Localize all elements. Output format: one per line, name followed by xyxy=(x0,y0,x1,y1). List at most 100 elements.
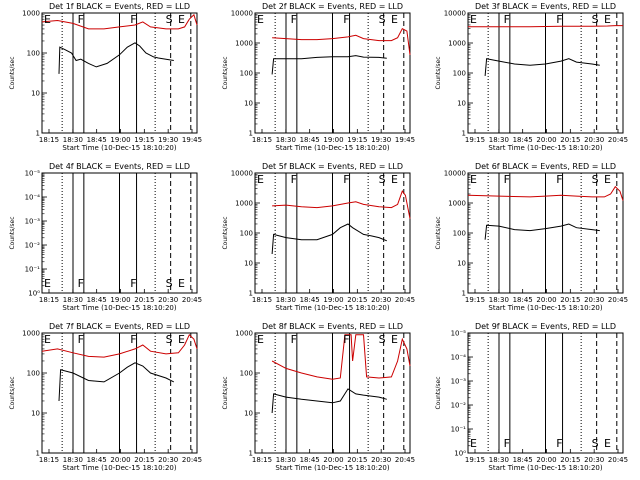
event-marker-label: F xyxy=(78,13,84,26)
x-tick-label: 18:45 xyxy=(87,296,107,304)
x-tick-label: 20:45 xyxy=(182,456,202,464)
y-tick-label: 100 xyxy=(240,230,253,238)
y-tick-label: 10⁰ xyxy=(454,450,466,458)
y-tick-label: 10⁻² xyxy=(451,402,467,410)
y-tick-label: 1 xyxy=(249,290,253,298)
x-tick-label: 19:15 xyxy=(465,456,485,464)
event-marker-label: E xyxy=(604,13,611,26)
x-tick-label: 19:15 xyxy=(465,136,485,144)
event-marker-label: F xyxy=(130,333,136,346)
x-tick-label: 20:00 xyxy=(323,456,343,464)
x-tick-label: 20:15 xyxy=(560,456,580,464)
event-marker-label: E xyxy=(257,173,264,186)
event-marker-label: F xyxy=(556,173,562,186)
x-tick-label: 18:30 xyxy=(489,456,509,464)
event-marker-label: S xyxy=(592,173,599,186)
chart-panel-2: Det 2f BLACK = Events, RED = LLD 1 10 100 10… xyxy=(222,2,415,152)
x-tick-label: 18:45 xyxy=(300,296,320,304)
x-tick-label: 20:00 xyxy=(110,456,130,464)
event-marker-label: F xyxy=(78,277,84,290)
event-marker-label: F xyxy=(130,277,136,290)
events-series-line xyxy=(484,58,600,76)
lld-series-line xyxy=(41,333,198,358)
lld-series-line xyxy=(468,25,623,28)
x-tick-label: 20:45 xyxy=(608,456,628,464)
x-axis-label: Start Time (10-Dec-15 18:10:20) xyxy=(488,304,602,312)
event-marker-label: F xyxy=(343,173,349,186)
x-tick-label: 19:45 xyxy=(182,136,202,144)
y-tick-label: 1000 xyxy=(22,330,40,338)
x-tick-label: 18:30 xyxy=(489,136,509,144)
y-tick-label: 10⁻² xyxy=(25,242,41,250)
x-tick-label: 20:45 xyxy=(395,296,415,304)
lld-series-line xyxy=(467,185,624,201)
y-tick-label: 1000 xyxy=(448,200,466,208)
event-marker-label: E xyxy=(604,173,611,186)
y-tick-label: 10 xyxy=(457,260,466,268)
y-axis-label: Counts/sec xyxy=(222,216,229,249)
event-marker-label: E xyxy=(470,437,477,450)
y-tick-label: 10000 xyxy=(231,170,253,178)
panel-title: Det 1f BLACK = Events, RED = LLD xyxy=(49,2,190,11)
y-tick-label: 1 xyxy=(462,130,466,138)
x-tick-label: 19:30 xyxy=(158,136,178,144)
y-tick-label: 100 xyxy=(453,230,466,238)
event-marker-label: F xyxy=(291,173,297,186)
y-tick-label: 10⁻⁵ xyxy=(25,170,41,178)
panel-title: Det 8f BLACK = Events, RED = LLD xyxy=(262,322,403,331)
y-tick-label: 10000 xyxy=(444,10,466,18)
x-tick-label: 18:30 xyxy=(276,456,296,464)
y-tick-label: 1 xyxy=(36,130,40,138)
x-tick-label: 20:15 xyxy=(347,456,367,464)
y-tick-label: 10 xyxy=(31,90,40,98)
x-tick-label: 20:15 xyxy=(347,296,367,304)
x-tick-label: 20:30 xyxy=(584,136,604,144)
x-tick-label: 19:30 xyxy=(371,136,391,144)
x-tick-label: 20:00 xyxy=(536,296,556,304)
x-tick-label: 19:00 xyxy=(323,136,343,144)
events-series-line xyxy=(58,42,174,74)
x-tick-label: 18:45 xyxy=(300,456,320,464)
event-marker-label: S xyxy=(592,13,599,26)
event-marker-label: E xyxy=(257,333,264,346)
y-axis-label: Counts/sec xyxy=(9,216,16,249)
y-tick-label: 1000 xyxy=(235,40,253,48)
lld-series-line xyxy=(271,334,411,380)
y-tick-label: 10⁻⁴ xyxy=(451,354,467,362)
x-axis-label: Start Time (10-Dec-15 18:10:20) xyxy=(62,464,176,472)
event-marker-label: F xyxy=(504,13,510,26)
y-tick-label: 1000 xyxy=(235,330,253,338)
event-marker-label: F xyxy=(343,13,349,26)
x-tick-label: 18:30 xyxy=(489,296,509,304)
x-axis-label: Start Time (10-Dec-15 18:10:20) xyxy=(275,464,389,472)
chart-panel-8: Det 8f BLACK = Events, RED = LLD 1 10 100 10… xyxy=(222,322,415,472)
chart-panel-3: Det 3f BLACK = Events, RED = LLD 1 10 100 10… xyxy=(435,2,628,152)
chart-panel-7: Det 7f BLACK = Events, RED = LLD 1 10 100 10… xyxy=(9,322,202,472)
events-series-line xyxy=(271,223,387,255)
y-tick-label: 1 xyxy=(36,450,40,458)
y-tick-label: 10000 xyxy=(444,170,466,178)
x-axis-label: Start Time (10-Dec-15 18:10:20) xyxy=(488,464,602,472)
x-axis-label: Start Time (10-Dec-15 18:10:20) xyxy=(275,144,389,152)
event-marker-label: F xyxy=(556,437,562,450)
x-axis-label: Start Time (10-Dec-15 18:10:20) xyxy=(62,144,176,152)
x-tick-label: 20:30 xyxy=(371,296,391,304)
event-marker-label: E xyxy=(391,173,398,186)
event-marker-label: F xyxy=(343,333,349,346)
y-tick-label: 10⁰ xyxy=(28,290,40,298)
y-tick-label: 100 xyxy=(240,370,253,378)
x-tick-label: 20:30 xyxy=(158,456,178,464)
event-marker-label: E xyxy=(178,333,185,346)
panel-title: Det 3f BLACK = Events, RED = LLD xyxy=(475,2,616,11)
x-axis-label: Start Time (10-Dec-15 18:10:20) xyxy=(62,304,176,312)
events-series-line xyxy=(271,55,387,75)
event-marker-label: S xyxy=(592,437,599,450)
event-marker-label: E xyxy=(257,13,264,26)
x-tick-label: 18:45 xyxy=(513,136,533,144)
y-axis-label: Counts/sec xyxy=(435,376,442,409)
panel-title: Det 2f BLACK = Events, RED = LLD xyxy=(262,2,403,11)
event-marker-label: F xyxy=(291,13,297,26)
x-tick-label: 20:00 xyxy=(536,136,556,144)
x-tick-label: 19:45 xyxy=(395,136,415,144)
